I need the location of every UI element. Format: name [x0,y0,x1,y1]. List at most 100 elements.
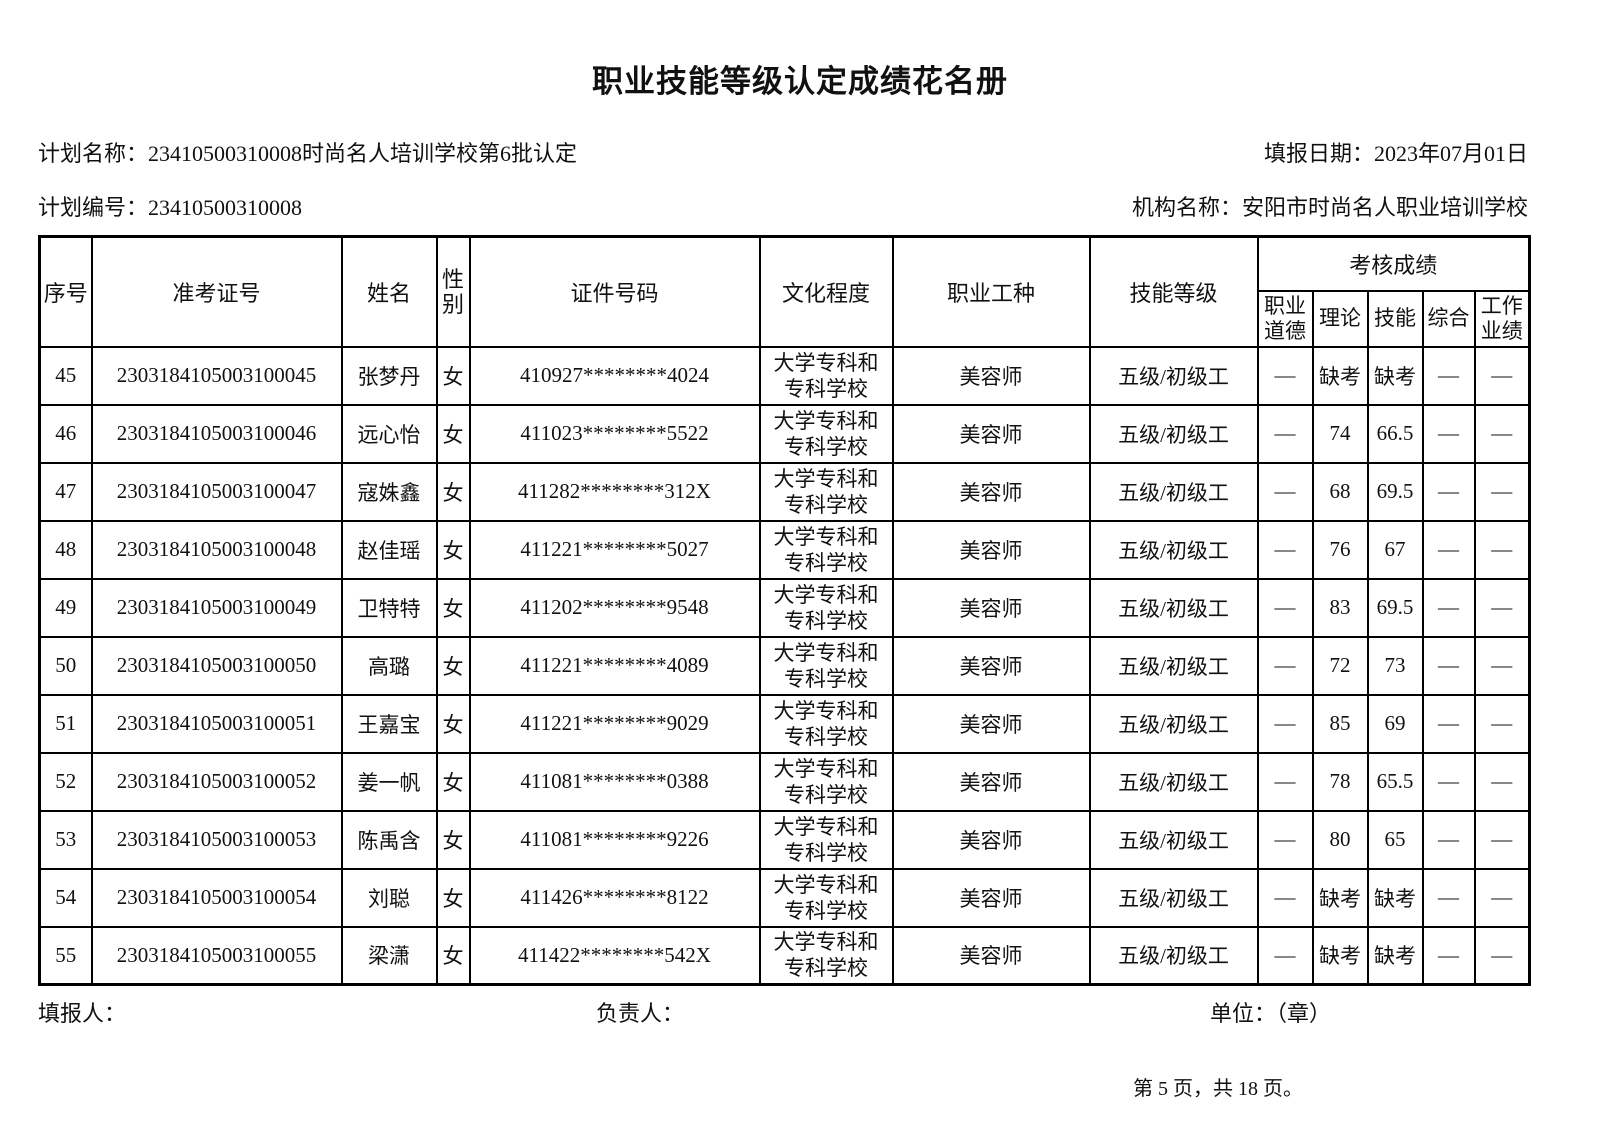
cell-score-comprehensive: — [1421,751,1476,812]
cell-score-morality: — [1256,461,1314,522]
cell-seq: 52 [38,751,93,812]
report-date-value: 2023年07月01日 [1373,141,1528,166]
cell-education: 大学专科和专科学校 [758,345,894,406]
cell-occupation: 美容师 [891,635,1091,696]
cell-occupation: 美容师 [891,345,1091,406]
cell-exam-no: 2303184105003100047 [90,461,343,522]
report-date-label: 填报日期： [1263,141,1374,166]
cell-gender: 女 [435,345,471,406]
cell-id-no: 411426********8122 [468,867,761,928]
plan-name-value: 23410500310008时尚名人培训学校第6批认定 [148,141,578,166]
cell-score-comprehensive: — [1421,519,1476,580]
cell-id-no: 411282********312X [468,461,761,522]
cell-score-comprehensive: — [1421,867,1476,928]
cell-occupation: 美容师 [891,577,1091,638]
cell-score-comprehensive: — [1421,635,1476,696]
cell-skill-level: 五级/初级工 [1088,577,1259,638]
cell-id-no: 411221********5027 [468,519,761,580]
cell-score-theory: 83 [1311,577,1369,638]
cell-score-comprehensive: — [1421,577,1476,638]
cell-score-skill: 69.5 [1366,461,1424,522]
cell-seq: 47 [38,461,93,522]
cell-skill-level: 五级/初级工 [1088,751,1259,812]
cell-score-theory: 78 [1311,751,1369,812]
table-body: 45 2303184105003100045 张梦丹 女 410927*****… [38,345,1531,986]
table-row: 46 2303184105003100046 远心怡 女 411023*****… [38,403,1531,464]
page-number: 第 5 页，共 18 页。 [1133,1078,1303,1100]
header-score-comprehensive: 综合 [1421,289,1476,348]
cell-exam-no: 2303184105003100055 [90,925,343,986]
header-seq: 序号 [38,235,93,348]
header-exam-no: 准考证号 [90,235,343,348]
cell-score-work: — [1473,345,1531,406]
plan-name: 计划名称：23410500310008时尚名人培训学校第6批认定 [38,141,577,167]
cell-skill-level: 五级/初级工 [1088,867,1259,928]
cell-skill-level: 五级/初级工 [1088,635,1259,696]
cell-score-comprehensive: — [1421,461,1476,522]
cell-score-skill: 73 [1366,635,1424,696]
cell-id-no: 411081********0388 [468,751,761,812]
header-id-no: 证件号码 [468,235,761,348]
table-row: 50 2303184105003100050 高璐 女 411221******… [38,635,1531,696]
header-score-morality: 职业道德 [1256,289,1314,348]
cell-exam-no: 2303184105003100051 [90,693,343,754]
cell-id-no: 411081********9226 [468,809,761,870]
org-name-value: 安阳市时尚名人职业培训学校 [1241,195,1528,220]
cell-score-morality: — [1256,577,1314,638]
manager-label: 负责人： [596,1001,685,1026]
cell-name: 王嘉宝 [340,693,438,754]
cell-score-skill: 缺考 [1366,345,1424,406]
cell-skill-level: 五级/初级工 [1088,809,1259,870]
header-scores-group: 考核成绩 [1256,235,1531,292]
cell-score-morality: — [1256,751,1314,812]
cell-score-theory: 缺考 [1311,925,1369,986]
cell-occupation: 美容师 [891,925,1091,986]
cell-score-comprehensive: — [1421,925,1476,986]
cell-occupation: 美容师 [891,519,1091,580]
cell-occupation: 美容师 [891,461,1091,522]
cell-education: 大学专科和专科学校 [758,867,894,928]
cell-score-morality: — [1256,693,1314,754]
cell-score-skill: 69.5 [1366,577,1424,638]
report-date: 填报日期：2023年07月01日 [1264,141,1528,167]
meta-row-2: 计划编号：23410500310008 机构名称：安阳市时尚名人职业培训学校 [38,195,1528,221]
cell-score-comprehensive: — [1421,809,1476,870]
cell-score-work: — [1473,461,1531,522]
cell-exam-no: 2303184105003100050 [90,635,343,696]
cell-skill-level: 五级/初级工 [1088,403,1259,464]
cell-gender: 女 [435,693,471,754]
cell-score-theory: 76 [1311,519,1369,580]
table-row: 48 2303184105003100048 赵佳瑶 女 411221*****… [38,519,1531,580]
cell-skill-level: 五级/初级工 [1088,925,1259,986]
cell-skill-level: 五级/初级工 [1088,461,1259,522]
header-name: 姓名 [340,235,438,348]
cell-education: 大学专科和专科学校 [758,693,894,754]
table-row: 55 2303184105003100055 梁潇 女 411422******… [38,925,1531,986]
header-score-skill: 技能 [1366,289,1424,348]
cell-gender: 女 [435,751,471,812]
cell-skill-level: 五级/初级工 [1088,519,1259,580]
cell-score-work: — [1473,693,1531,754]
cell-education: 大学专科和专科学校 [758,403,894,464]
page-title: 职业技能等级认定成绩花名册 [592,64,1008,99]
cell-score-morality: — [1256,519,1314,580]
header-gender: 性别 [435,235,471,348]
table-row: 53 2303184105003100053 陈禹含 女 411081*****… [38,809,1531,870]
cell-education: 大学专科和专科学校 [758,577,894,638]
cell-gender: 女 [435,403,471,464]
plan-code-label: 计划编号： [38,195,149,220]
cell-score-theory: 80 [1311,809,1369,870]
cell-education: 大学专科和专科学校 [758,751,894,812]
header-score-theory: 理论 [1311,289,1369,348]
cell-gender: 女 [435,461,471,522]
plan-code: 计划编号：23410500310008 [38,195,302,221]
cell-score-skill: 缺考 [1366,925,1424,986]
cell-id-no: 411023********5522 [468,403,761,464]
cell-name: 梁潇 [340,925,438,986]
cell-skill-level: 五级/初级工 [1088,693,1259,754]
cell-score-work: — [1473,635,1531,696]
score-roster-table: 序号 准考证号 姓名 性别 证件号码 文化程度 职业工种 技能等级 考核成绩 职… [38,235,1532,986]
cell-education: 大学专科和专科学校 [758,809,894,870]
cell-gender: 女 [435,519,471,580]
cell-score-morality: — [1256,925,1314,986]
